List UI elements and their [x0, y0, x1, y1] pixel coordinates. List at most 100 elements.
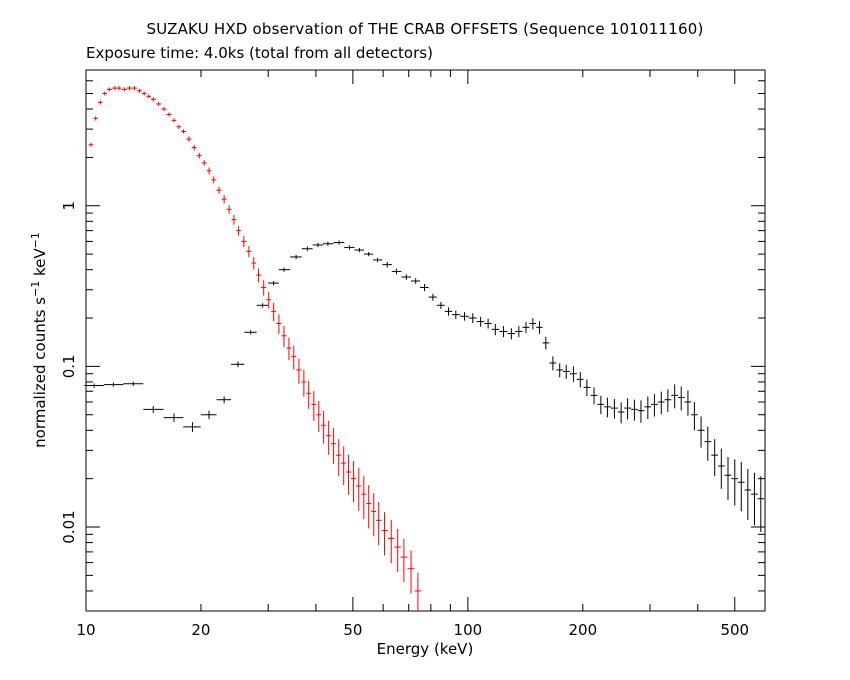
data-point — [216, 186, 222, 194]
y-axis-label-exp2: −1 — [29, 232, 42, 248]
data-point — [387, 520, 395, 564]
data-point — [757, 476, 764, 533]
data-point — [583, 379, 591, 397]
data-point — [400, 538, 408, 582]
data-point — [617, 402, 625, 424]
data-point — [336, 439, 342, 477]
x-tick-label: 10 — [76, 621, 95, 639]
data-point — [366, 485, 372, 529]
data-point — [200, 410, 217, 420]
data-point — [231, 214, 237, 225]
data-point — [499, 326, 508, 338]
data-point — [251, 257, 257, 270]
data-point — [346, 454, 352, 495]
series-1 — [84, 240, 764, 533]
data-point — [196, 152, 202, 159]
data-point — [256, 303, 269, 308]
data-point — [468, 313, 477, 324]
data-point — [677, 386, 685, 411]
data-point — [106, 87, 113, 92]
data-point — [266, 291, 272, 309]
data-point — [211, 176, 217, 184]
data-point — [610, 398, 618, 419]
series-0 — [88, 86, 422, 611]
data-point — [724, 456, 732, 501]
data-point — [407, 550, 415, 594]
data-point — [123, 381, 144, 386]
data-point — [341, 446, 347, 486]
data-point — [460, 312, 469, 321]
data-point — [651, 394, 658, 417]
data-point — [604, 397, 611, 418]
data-point — [697, 416, 705, 448]
y-tick-label: 1 — [60, 201, 78, 211]
data-point — [231, 361, 245, 368]
data-point — [391, 268, 402, 275]
x-tick-label: 100 — [454, 621, 483, 639]
data-point — [155, 101, 162, 107]
data-point — [146, 94, 152, 99]
data-point — [536, 321, 543, 334]
data-point — [410, 278, 421, 284]
data-point — [141, 91, 147, 96]
data-point — [103, 382, 124, 387]
y-axis-label-unit: keV — [31, 248, 49, 281]
data-point — [562, 364, 570, 379]
data-point — [216, 396, 232, 404]
data-point — [301, 246, 313, 251]
axis-tick-labels: 10 20 50 100 200 500 0.01 0.1 1 — [60, 201, 749, 639]
data-point — [201, 160, 207, 166]
data-point — [88, 142, 94, 147]
data-point — [321, 410, 327, 444]
data-point — [333, 240, 345, 245]
data-point — [121, 87, 127, 92]
data-point — [316, 400, 322, 433]
data-point — [354, 247, 365, 253]
data-point — [186, 136, 192, 142]
data-point — [276, 314, 282, 334]
data-point — [731, 459, 739, 506]
data-point — [361, 475, 367, 520]
y-axis-label: normalized counts s−1 keV−1 — [29, 232, 49, 448]
data-point — [261, 280, 267, 296]
data-point — [569, 366, 577, 382]
data-point — [326, 420, 332, 455]
data-point — [382, 261, 392, 268]
data-point — [136, 88, 142, 93]
x-tick-label: 200 — [568, 621, 597, 639]
data-point — [166, 112, 172, 117]
data-point — [428, 293, 437, 301]
data-point — [246, 245, 252, 258]
data-point — [296, 358, 302, 384]
data-point — [256, 268, 262, 283]
data-point — [590, 387, 598, 405]
data-point — [444, 307, 453, 316]
data-point — [241, 236, 247, 248]
data-point — [102, 91, 107, 96]
data-point — [181, 129, 187, 134]
data-point — [717, 448, 725, 489]
data-point — [344, 245, 355, 250]
data-point — [93, 116, 98, 121]
data-point — [364, 252, 374, 257]
data-point — [244, 330, 257, 335]
data-point — [301, 369, 307, 397]
data-point — [143, 405, 164, 413]
data-point — [306, 380, 312, 409]
data-point — [436, 301, 445, 309]
data-point — [394, 528, 401, 572]
data-point — [691, 402, 698, 431]
data-point — [476, 316, 485, 327]
data-point — [630, 399, 638, 421]
y-tick-label: 0.01 — [60, 510, 78, 543]
x-tick-label: 500 — [720, 621, 749, 639]
data-point — [356, 467, 362, 511]
x-tick-label: 50 — [343, 621, 362, 639]
data-point — [452, 310, 461, 319]
x-tick-label: 20 — [191, 621, 210, 639]
data-point — [624, 398, 631, 420]
data-point — [522, 321, 530, 334]
data-point — [236, 225, 242, 236]
data-point — [371, 493, 377, 537]
data-point — [171, 118, 177, 123]
